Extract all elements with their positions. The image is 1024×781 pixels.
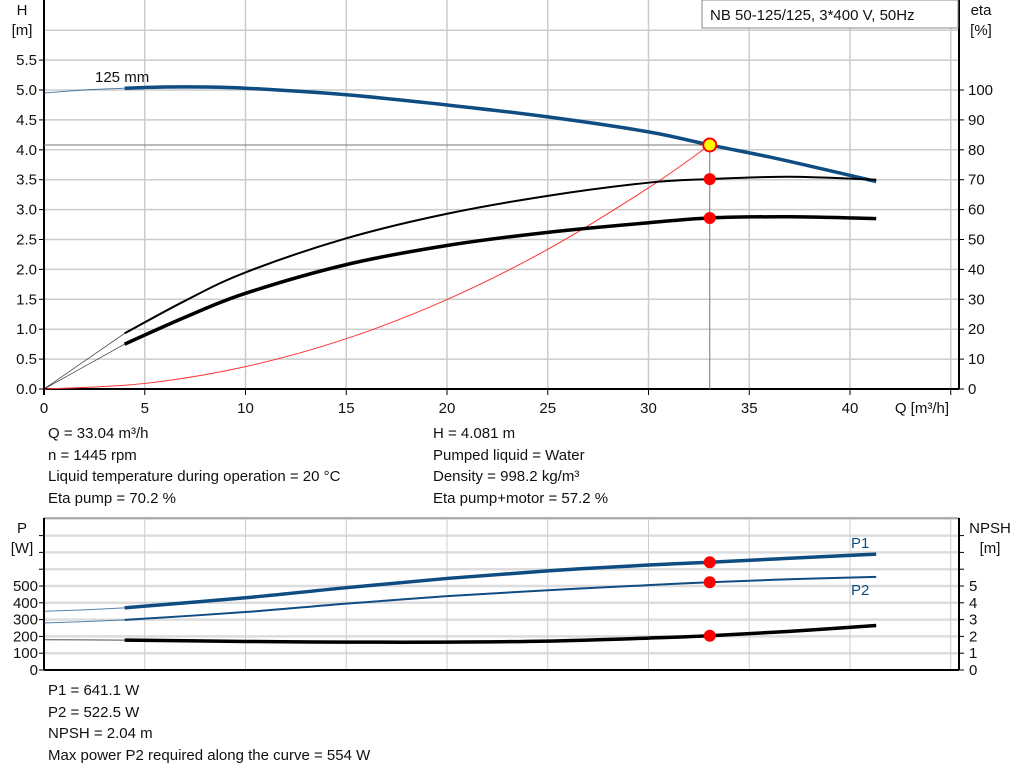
y-tick-label-right: 1 (969, 645, 977, 662)
info-flow: Q = 33.04 m³/h (48, 425, 149, 442)
system-curve (43, 144, 711, 390)
p2-curve-extrapolated (43, 619, 125, 624)
x-tick-label: 35 (741, 400, 758, 417)
npsh-curve (124, 623, 877, 644)
y-tick-label-right: 4 (969, 595, 977, 612)
y-tick-label-left: 500 (13, 578, 38, 595)
eta-pump-curve-extrapolated (43, 333, 125, 390)
p1-curve-extrapolated (43, 607, 125, 612)
y-tick-label-right: 80 (968, 142, 985, 159)
x-axis-label: Q [m³/h] (895, 400, 949, 417)
y-tick-label-right: 0 (969, 662, 977, 679)
y-tick-label-left: 100 (13, 645, 38, 662)
y-axis-label-left: H (17, 2, 28, 19)
y-axis-unit-right: [%] (970, 22, 992, 39)
eta-pump-motor-curve-extrapolated (43, 343, 125, 390)
info-liquid: Pumped liquid = Water (433, 446, 585, 464)
op-point-eta-pump-motor (703, 211, 716, 224)
y-axis-unit-left: [m] (12, 22, 33, 39)
info-head: H = 4.081 m (433, 425, 516, 442)
y-tick-label-right: 0 (968, 381, 976, 398)
head-curve-extrapolated (43, 87, 125, 94)
y-tick-label-left: 2.0 (16, 261, 37, 278)
y-tick-label-left: 4.5 (16, 112, 37, 129)
op-point-head (702, 137, 718, 153)
y-tick-label-left: 5.5 (16, 52, 37, 69)
y-tick-label-right: 70 (968, 172, 985, 189)
info-temperature: Liquid temperature during operation = 20… (48, 468, 341, 485)
y-tick-label-left: 4.0 (16, 142, 37, 159)
series-label-p1: P1 (851, 535, 869, 552)
y-axis-unit-left: [W] (11, 540, 34, 557)
info-speed: n = 1445 rpm (48, 446, 137, 464)
y-tick-label-right: 20 (968, 321, 985, 338)
y-tick-label-left: 0.5 (16, 351, 37, 368)
x-tick-label: 30 (640, 400, 657, 417)
op-point-p2 (703, 576, 716, 589)
y-tick-label-left: 3.0 (16, 202, 37, 219)
eta-pump-curve (124, 175, 877, 335)
x-tick-label: 0 (40, 400, 48, 417)
y-tick-label-left: 200 (13, 628, 38, 645)
y-tick-label-right: 50 (968, 232, 985, 249)
info-p2: P2 = 522.5 W (48, 703, 140, 721)
x-tick-label: 40 (842, 400, 859, 417)
y-axis-unit-right: [m] (980, 540, 1001, 557)
y-tick-label-right: 30 (968, 291, 985, 308)
op-point-p1 (703, 556, 716, 569)
y-tick-label-right: 2 (969, 628, 977, 645)
info-max-power: Max power P2 required along the curve = … (48, 746, 371, 764)
y-tick-label-left: 400 (13, 595, 38, 612)
y-tick-label-left: 3.5 (16, 172, 37, 189)
series-label-p2: P2 (851, 582, 869, 599)
op-point-npsh (703, 629, 716, 642)
info-top-right: H = 4.081 m Pumped liquid = Water Densit… (433, 423, 608, 509)
y-tick-label-left: 1.0 (16, 321, 37, 338)
info-eta-pump: Eta pump = 70.2 % (48, 489, 176, 507)
y-tick-label-left: 0.0 (16, 381, 37, 398)
y-tick-label-right: 100 (968, 82, 993, 99)
eta-pump-motor-curve (123, 215, 877, 346)
y-tick-label-right: 40 (968, 261, 985, 278)
info-eta-pump-motor: Eta pump+motor = 57.2 % (433, 489, 609, 507)
y-tick-label-right: 3 (969, 612, 977, 629)
y-tick-label-right: 10 (968, 351, 985, 368)
p2-curve (124, 575, 877, 621)
head-curve (124, 85, 877, 184)
x-tick-label: 20 (439, 400, 456, 417)
chart-title: NB 50-125/125, 3*400 V, 50Hz (710, 7, 915, 24)
y-tick-label-left: 5.0 (16, 82, 37, 99)
y-tick-label-left: 0 (30, 662, 38, 679)
y-tick-label-right: 5 (969, 578, 977, 595)
x-tick-label: 5 (141, 400, 149, 417)
title-box (701, 0, 959, 29)
y-axis-label-left: P (17, 520, 27, 537)
y-tick-label-right: 90 (968, 112, 985, 129)
y-axis-label-right: NPSH (969, 520, 1011, 537)
x-tick-label: 15 (338, 400, 355, 417)
x-tick-label: 10 (237, 400, 254, 417)
info-p1: P1 = 641.1 W (48, 682, 140, 699)
op-point-eta-pump (703, 173, 716, 186)
p1-curve (124, 552, 877, 610)
info-density: Density = 998.2 kg/m³ (433, 468, 580, 485)
y-axis-label-right: eta (971, 2, 993, 19)
info-top-left: Q = 33.04 m³/h n = 1445 rpm Liquid tempe… (48, 423, 340, 509)
x-tick-label: 25 (539, 400, 556, 417)
y-tick-label-left: 300 (13, 612, 38, 629)
y-tick-label-left: 2.5 (16, 232, 37, 249)
y-tick-label-right: 60 (968, 202, 985, 219)
curve-label-impeller: 125 mm (95, 69, 149, 86)
info-bottom: P1 = 641.1 W P2 = 522.5 W NPSH = 2.04 m … (48, 680, 370, 766)
y-tick-label-left: 1.5 (16, 291, 37, 308)
info-npsh: NPSH = 2.04 m (48, 725, 153, 742)
